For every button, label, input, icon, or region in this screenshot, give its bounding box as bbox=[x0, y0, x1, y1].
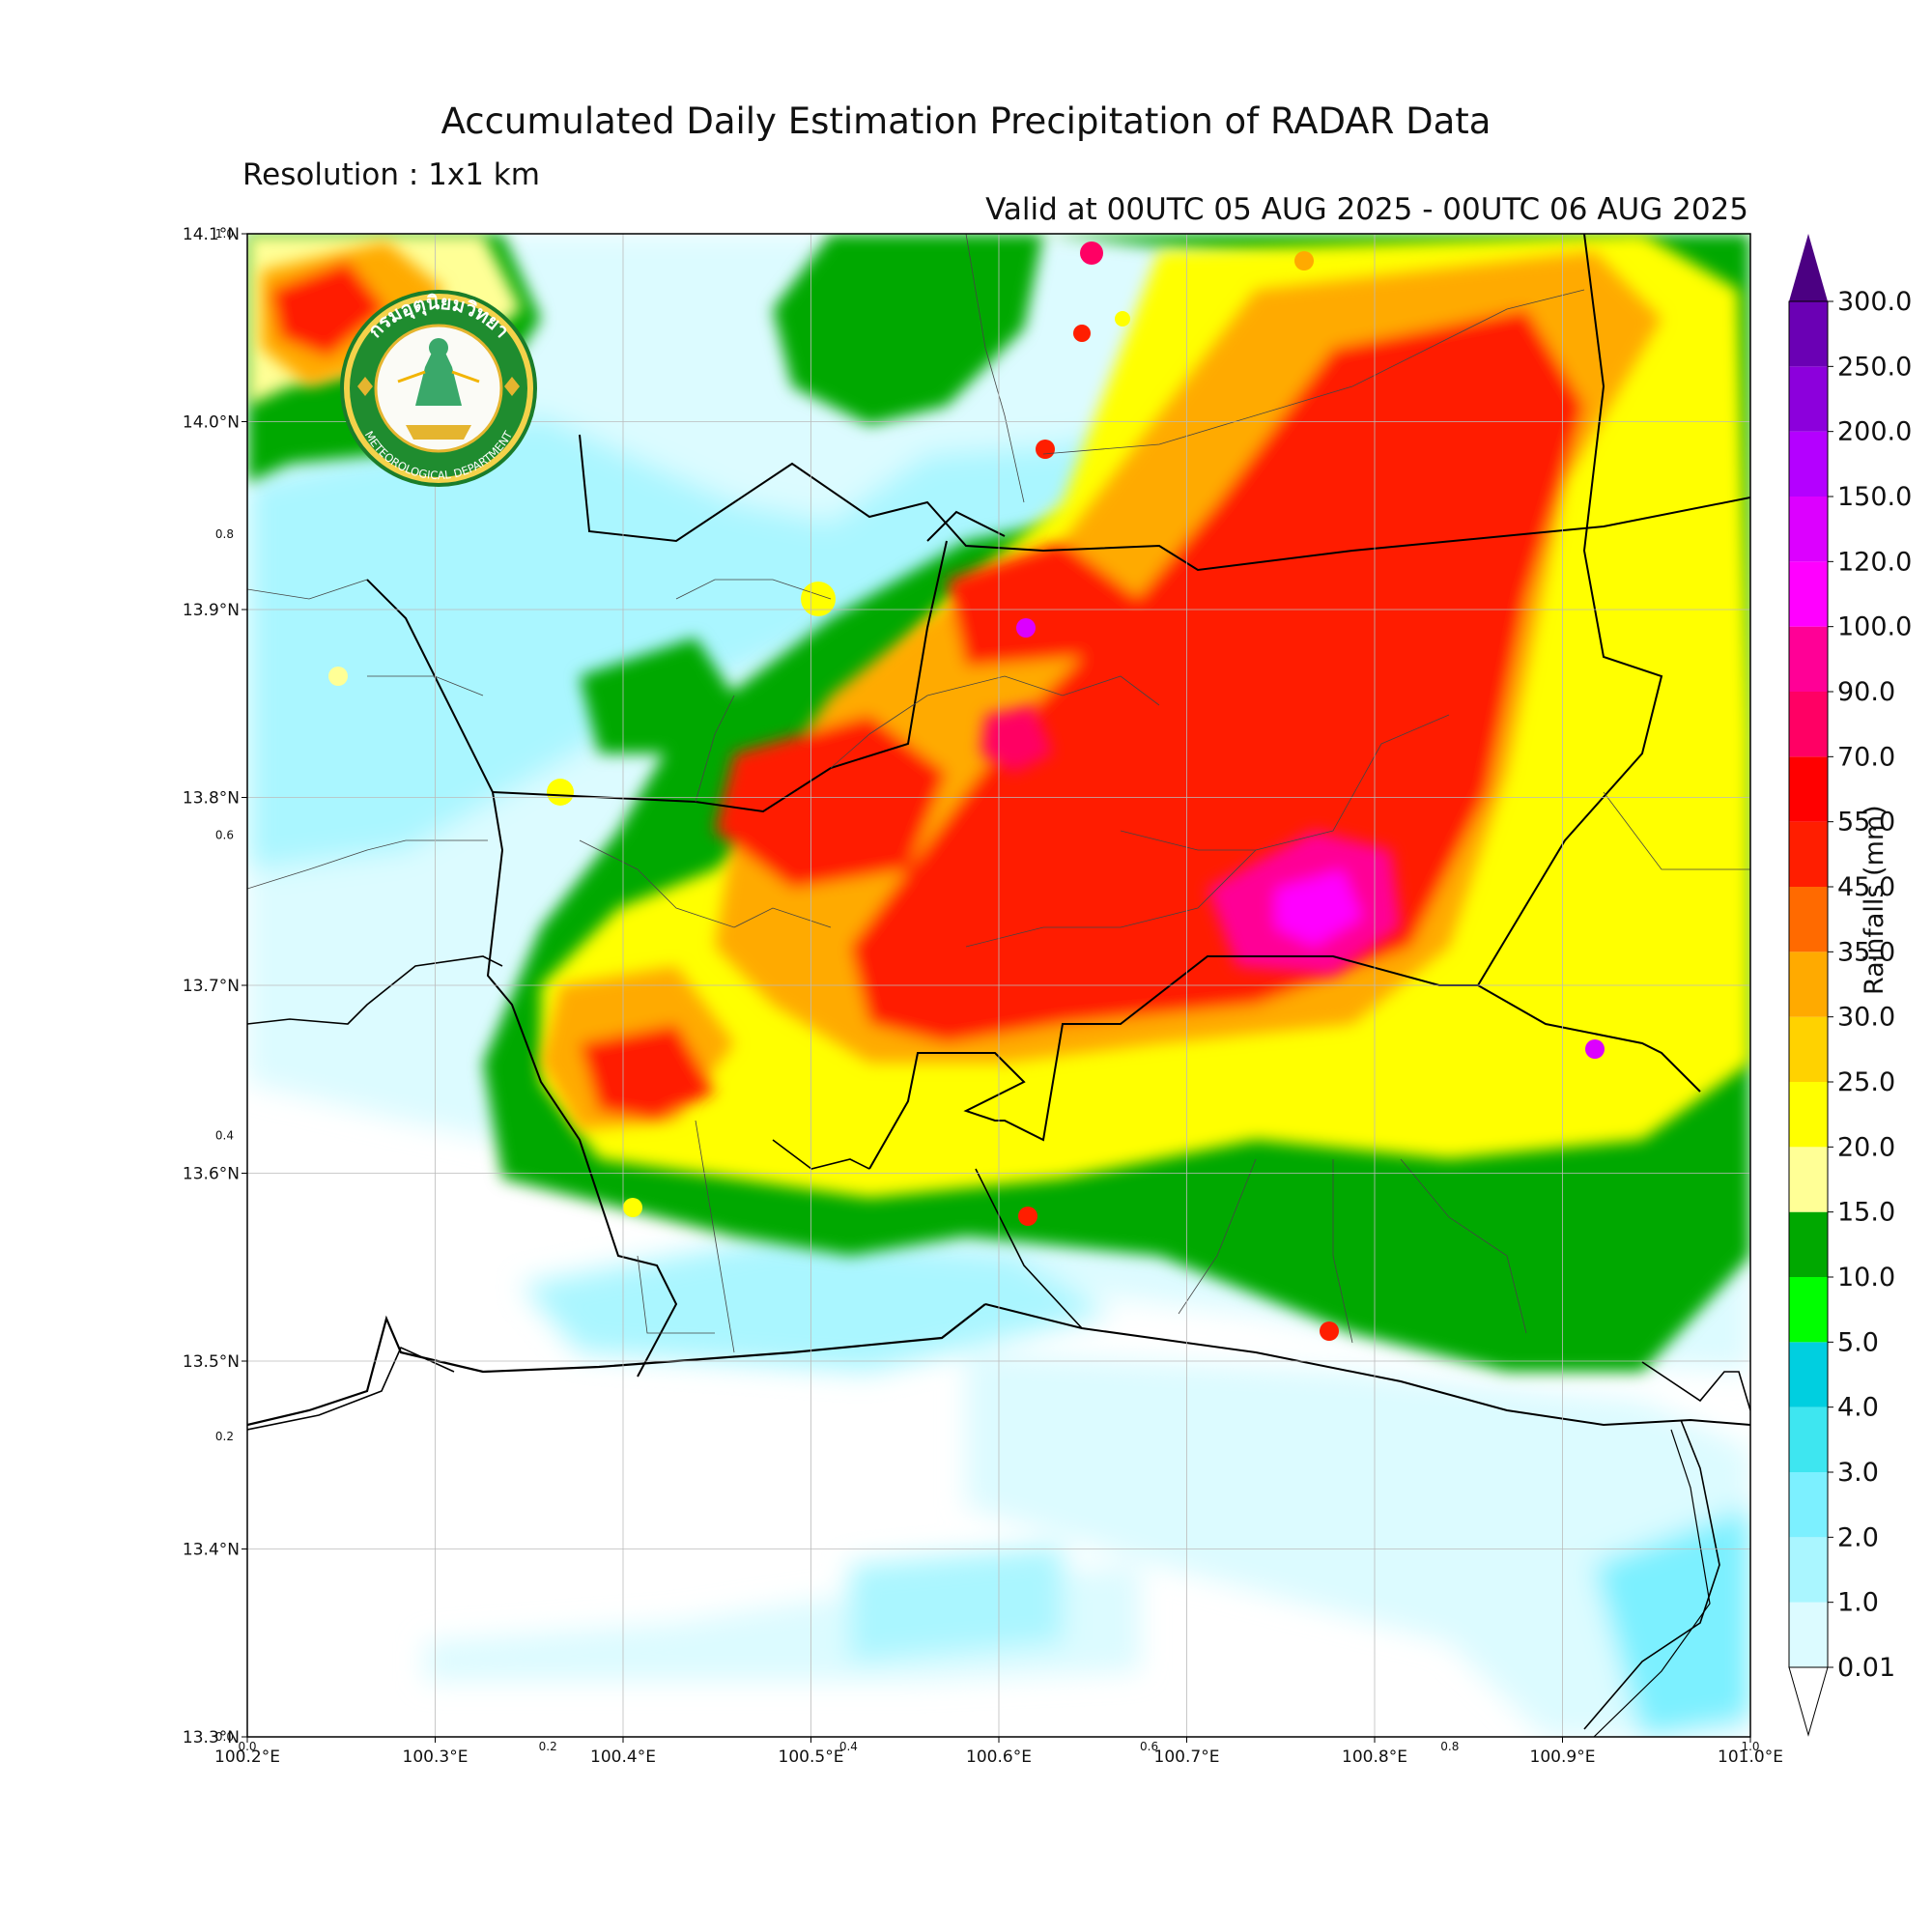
colorbar-segment bbox=[1789, 1277, 1828, 1343]
colorbar-tick-label: 150.0 bbox=[1837, 482, 1912, 512]
colorbar-tick-label: 300.0 bbox=[1837, 287, 1912, 317]
colorbar-label: Rainfalls (mm) bbox=[1860, 805, 1889, 995]
tmd-logo: กรมอุตุนิยมวิทยา METEOROLOGICAL DEPARTME… bbox=[340, 290, 537, 487]
extreme-rain-layer bbox=[980, 705, 1401, 976]
x-tick-label: 100.6°E bbox=[966, 1747, 1032, 1767]
y-small-tick-label: 1.0 bbox=[215, 227, 234, 241]
y-small-tick-label: 0.4 bbox=[215, 1129, 234, 1143]
colorbar-tick-label: 100.0 bbox=[1837, 612, 1912, 642]
colorbar-segment bbox=[1789, 692, 1828, 757]
x-small-tick-label: 0.4 bbox=[839, 1740, 858, 1753]
x-tick-label: 100.5°E bbox=[779, 1747, 844, 1767]
colorbar-segment bbox=[1789, 821, 1828, 887]
x-tick-label: 100.3°E bbox=[403, 1747, 469, 1767]
colorbar-tick-label: 200.0 bbox=[1837, 417, 1912, 447]
colorbar-tick-label: 90.0 bbox=[1837, 677, 1895, 707]
resolution-subtitle: Resolution : 1x1 km bbox=[242, 157, 540, 192]
colorbar-tick-label: 250.0 bbox=[1837, 352, 1912, 382]
colorbar-tick-label: 15.0 bbox=[1837, 1198, 1895, 1228]
y-tick-label: 13.7°N bbox=[183, 977, 240, 996]
colorbar-segment bbox=[1789, 561, 1828, 627]
colorbar-tick-label: 55.0 bbox=[1837, 808, 1895, 838]
colorbar-tick-label: 1.0 bbox=[1837, 1588, 1879, 1618]
colorbar-segment bbox=[1789, 1472, 1828, 1538]
y-tick-label: 14.0°N bbox=[183, 413, 240, 433]
valid-time-label: Valid at 00UTC 05 AUG 2025 - 00UTC 06 AU… bbox=[985, 192, 1748, 227]
x-tick-label: 101.0°E bbox=[1718, 1747, 1783, 1767]
colorbar-tick-label: 10.0 bbox=[1837, 1263, 1895, 1293]
colorbar: 0.01 1.0 2.0 3.0 4.0 5.0 10.0 15.0 20.0 25.0 30.0 3… bbox=[1788, 234, 1912, 1737]
colorbar-segment bbox=[1789, 1016, 1828, 1082]
colorbar-segment bbox=[1789, 431, 1828, 497]
colorbar-extend-max bbox=[1789, 234, 1828, 301]
colorbar-segment bbox=[1789, 952, 1828, 1017]
colorbar-tick-label: 25.0 bbox=[1837, 1067, 1895, 1097]
colorbar-tick-label: 4.0 bbox=[1837, 1393, 1879, 1423]
colorbar-segment bbox=[1789, 1147, 1828, 1212]
y-tick-label: 13.5°N bbox=[183, 1352, 240, 1372]
colorbar-tick-label: 5.0 bbox=[1837, 1327, 1879, 1357]
x-tick-label: 100.2°E bbox=[214, 1747, 280, 1767]
y-small-tick-label: 0.6 bbox=[215, 828, 234, 841]
colorbar-segment bbox=[1789, 1602, 1828, 1667]
x-tick-label: 100.7°E bbox=[1154, 1747, 1220, 1767]
deity-icon bbox=[415, 338, 462, 406]
y-tick-label: 13.6°N bbox=[183, 1165, 240, 1184]
axis-labels: 100.2°E 100.3°E 100.4°E 100.5°E 100.6°E 100.7… bbox=[183, 225, 1783, 1767]
colorbar-segment bbox=[1789, 626, 1828, 692]
colorbar-segment bbox=[1789, 301, 1828, 367]
colorbar-segment bbox=[1789, 887, 1828, 952]
map-title: Accumulated Daily Estimation Precipitati… bbox=[440, 100, 1492, 142]
scattered-cells bbox=[328, 242, 1605, 1341]
colorbar-tick-label: 20.0 bbox=[1837, 1132, 1895, 1162]
colorbar-segment bbox=[1789, 756, 1828, 822]
x-tick-label: 100.9°E bbox=[1530, 1747, 1596, 1767]
colorbar-segment bbox=[1789, 366, 1828, 432]
y-tick-label: 13.4°N bbox=[183, 1541, 240, 1560]
colorbar-segment bbox=[1789, 1082, 1828, 1148]
colorbar-segment bbox=[1789, 1537, 1828, 1603]
colorbar-tick-label: 30.0 bbox=[1837, 1003, 1895, 1033]
x-small-tick-label: 1.0 bbox=[1741, 1740, 1759, 1753]
x-tick-label: 100.8°E bbox=[1342, 1747, 1407, 1767]
x-small-tick-label: 0.2 bbox=[539, 1740, 557, 1753]
colorbar-segment bbox=[1789, 1211, 1828, 1277]
x-tick-label: 100.4°E bbox=[590, 1747, 656, 1767]
province-boundaries bbox=[247, 234, 1750, 1737]
colorbar-frame bbox=[1788, 300, 1829, 1668]
colorbar-tick-label: 2.0 bbox=[1837, 1522, 1879, 1552]
colorbar-segment bbox=[1789, 1406, 1828, 1472]
colorbar-tick-label: 35.0 bbox=[1837, 937, 1895, 967]
colorbar-segment bbox=[1789, 497, 1828, 562]
y-tick-label: 13.9°N bbox=[183, 601, 240, 620]
colorbar-tick-label: 70.0 bbox=[1837, 742, 1895, 772]
y-tick-label: 13.3°N bbox=[183, 1728, 240, 1747]
y-small-tick-label: 0.8 bbox=[215, 527, 234, 541]
colorbar-segment bbox=[1789, 1342, 1828, 1407]
y-tick-label: 14.1°N bbox=[183, 225, 240, 244]
y-small-tick-label: 0.0 bbox=[215, 1730, 234, 1744]
y-small-tick-label: 0.2 bbox=[215, 1430, 234, 1443]
colorbar-extend-min bbox=[1788, 1666, 1829, 1737]
colorbar-tick-label: 120.0 bbox=[1837, 547, 1912, 577]
heavy-rain-layer bbox=[261, 242, 1662, 1130]
colorbar-tick-label: 0.01 bbox=[1837, 1653, 1895, 1683]
y-tick-label: 13.8°N bbox=[183, 789, 240, 809]
x-small-tick-label: 0.8 bbox=[1440, 1740, 1459, 1753]
x-small-tick-label: 0.0 bbox=[238, 1740, 256, 1753]
x-small-tick-label: 0.6 bbox=[1140, 1740, 1158, 1753]
colorbar-tick-label: 3.0 bbox=[1837, 1458, 1879, 1488]
colorbar-tick-label: 45.0 bbox=[1837, 872, 1895, 902]
